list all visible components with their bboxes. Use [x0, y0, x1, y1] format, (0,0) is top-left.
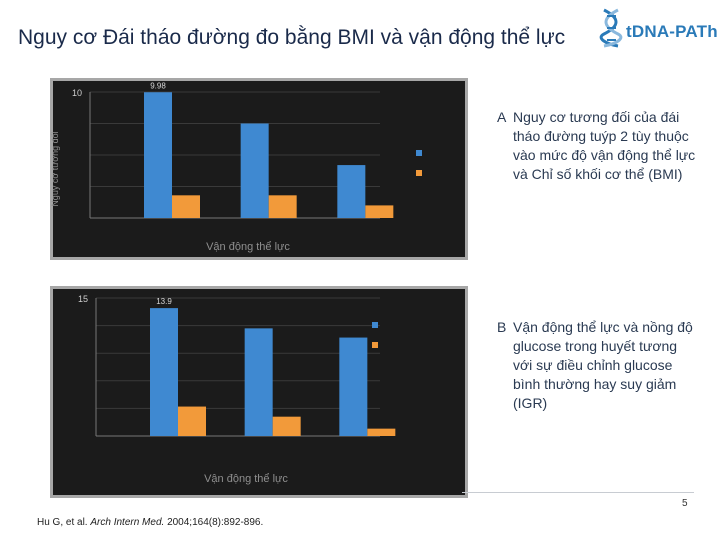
caption-b-tag: B [497, 319, 507, 335]
chart-b-bar-blue [339, 337, 368, 436]
reference-authors: Hu G, et al. [37, 517, 88, 528]
caption-b: B Vận động thể lực và nồng độ glucose tr… [497, 318, 697, 438]
chart-b-y-tick-label: 15 [78, 294, 88, 304]
slide-title: Nguy cơ Đái tháo đường đo bằng BMI và vậ… [18, 26, 566, 49]
chart-a-x-axis-label: Vận động thể lực [206, 241, 290, 253]
chart-b-bar-orange [272, 416, 301, 436]
chart-a-y-tick-label: 10 [72, 88, 82, 98]
page-number: 5 [682, 498, 688, 509]
chart-b: 15 13.9 Vận động thể lực [50, 286, 468, 498]
chart-a-bar-blue [240, 123, 269, 218]
chart-a-data-label: 9.98 [150, 81, 166, 90]
chart-a-legend-swatch-orange [416, 170, 422, 176]
chart-b-bar-blue [150, 308, 178, 436]
chart-a-bar-orange [365, 205, 394, 218]
reference-details: 2004;164(8):892-896. [167, 517, 264, 528]
footer-divider [462, 492, 694, 493]
chart-a-bar-orange [268, 195, 297, 218]
caption-a-text: Nguy cơ tương đối của đái tháo đường tuý… [513, 109, 696, 182]
chart-a-y-axis-label: Nguy cơ tương đối [50, 131, 60, 206]
reference-journal: Arch Intern Med. [90, 517, 165, 528]
chart-a-svg: 10 9.98 Vận động thể lực Nguy cơ tương đối [50, 78, 468, 260]
chart-b-x-axis-label: Vận động thể lực [204, 473, 288, 485]
chart-b-svg: 15 13.9 Vận động thể lực [50, 286, 468, 498]
brand-logo [598, 8, 713, 52]
caption-a: A Nguy cơ tương đối của đái tháo đường t… [497, 108, 697, 228]
reference: Hu G, et al. Arch Intern Med. 2004;164(8… [37, 517, 263, 528]
dna-helix-icon [599, 8, 623, 48]
chart-b-legend-swatch-orange [372, 342, 378, 348]
chart-b-bar-blue [244, 328, 273, 436]
chart-a-bar-blue [144, 92, 172, 218]
chart-b-legend-swatch-blue [372, 322, 378, 328]
chart-a-bar-orange [172, 195, 200, 218]
chart-b-bar-orange [178, 406, 206, 436]
chart-b-data-label: 13.9 [156, 297, 172, 306]
chart-a-legend-swatch-blue [416, 150, 422, 156]
chart-a-bar-blue [337, 165, 366, 218]
caption-b-text: Vận động thể lực và nồng độ glucose tron… [513, 319, 693, 411]
caption-a-tag: A [497, 109, 507, 125]
chart-b-bar-orange [367, 428, 396, 436]
brand-logo-text: tDNA-PATh [626, 22, 718, 41]
chart-a: 10 9.98 Vận động thể lực Nguy cơ tương đối [50, 78, 468, 260]
